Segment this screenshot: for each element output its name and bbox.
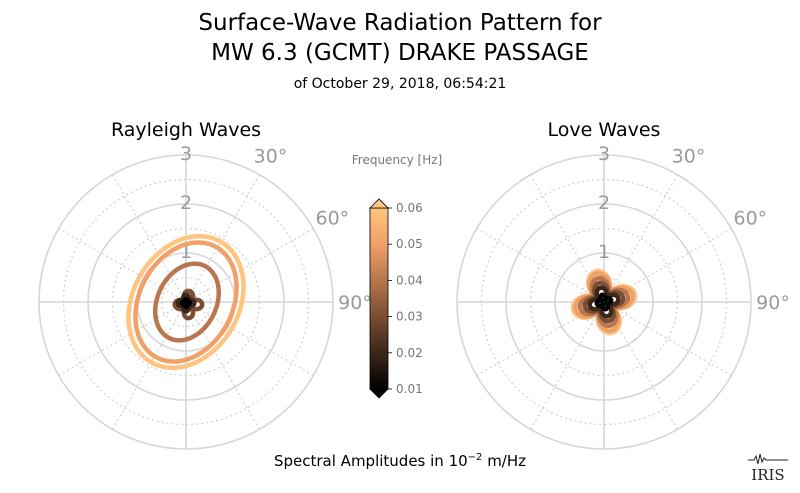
grid-spoke-minor (185, 301, 314, 377)
polar-chart-love: Love Waves 1 2 3 30° 60° 90° (456, 119, 790, 450)
polar-chart-title: Love Waves (548, 119, 661, 141)
radial-tick-label: 3 (180, 143, 192, 165)
colorbar-tick-label: 0.04 (396, 273, 423, 287)
colorbar-tick-label: 0.02 (396, 346, 423, 360)
colorbar-tick-label: 0.03 (396, 310, 423, 324)
radial-tick-label: 1 (598, 241, 610, 263)
angle-tick-label: 30° (672, 146, 706, 168)
series-curve-0p01 (594, 292, 614, 312)
angle-tick-label: 60° (734, 208, 768, 230)
amplitude-units-caption: Spectral Amplitudes in 10−2 m/Hz (0, 452, 800, 470)
angle-tick-label: 60° (316, 208, 350, 230)
radial-tick-label: 3 (598, 143, 610, 165)
series-curve-0p06 (126, 233, 246, 371)
angle-tick-label: 90° (338, 292, 372, 314)
angle-tick-label: 90° (756, 292, 790, 314)
logo-seismogram (748, 453, 788, 465)
series-curve-0p02 (175, 292, 197, 314)
colorbar-min-arrow (369, 388, 389, 399)
caption-prefix: Spectral Amplitudes in (273, 452, 449, 470)
logo-text: IRIS (751, 466, 784, 484)
colorbar-title: Frequency [Hz] (352, 153, 443, 167)
caption-base: 10 (448, 452, 468, 470)
series-curve-0p01 (179, 296, 193, 310)
series-curve-0p04 (152, 261, 221, 343)
colorbar: Frequency [Hz] 0.06 0.05 0.04 0.03 0.02 0.01 (352, 153, 443, 399)
grid-spoke-minor (603, 301, 732, 377)
polar-chart-title: Rayleigh Waves (111, 119, 261, 141)
series-curve-0p055 (133, 240, 239, 364)
radial-tick-label: 2 (598, 192, 610, 214)
grid-spoke-minor (58, 227, 187, 303)
colorbar-tick-label: 0.05 (396, 237, 423, 251)
colorbar-bar (369, 207, 389, 390)
grid-spoke-minor (476, 227, 605, 303)
grid-spoke-minor (529, 301, 605, 430)
radial-tick-label: 2 (180, 192, 192, 214)
figure-title-line2: MW 6.3 (GCMT) DRAKE PASSAGE (211, 40, 589, 66)
figure-title-line1: Surface-Wave Radiation Pattern for (198, 10, 602, 36)
colorbar-tick-label: 0.01 (396, 382, 423, 396)
caption-exponent: −2 (467, 452, 483, 463)
angle-tick-label: 30° (254, 146, 288, 168)
iris-logo: IRIS (748, 453, 788, 484)
figure-subtitle: of October 29, 2018, 06:54:21 (293, 76, 507, 92)
colorbar-tick-label: 0.06 (396, 201, 423, 215)
caption-unit: m/Hz (482, 452, 527, 470)
grid-spoke-minor (111, 174, 187, 303)
colorbar-max-arrow (369, 198, 389, 209)
grid-spoke-minor (603, 174, 679, 303)
